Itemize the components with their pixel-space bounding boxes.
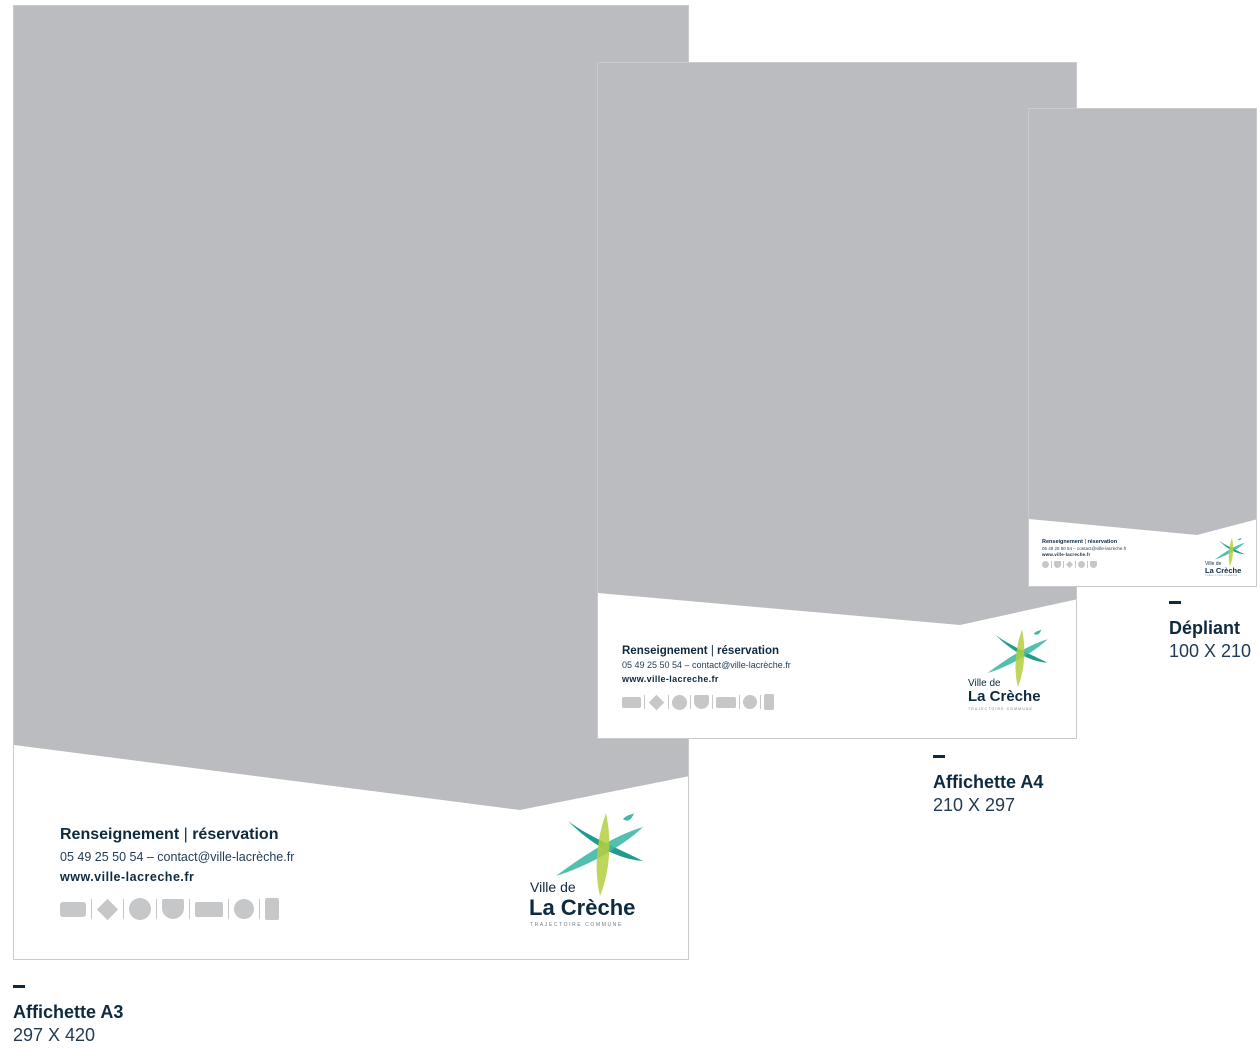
a3-poster-mockup: Renseignement | réservation 05 49 25 50 … xyxy=(13,5,689,960)
partner-icons xyxy=(60,898,294,920)
rectangle-icon xyxy=(60,901,86,917)
la-creche-logo: Ville de La Crèche TRAJECTOIRE COMMUNE xyxy=(968,628,1058,718)
circle-icon xyxy=(1078,561,1085,568)
a4-grey-image-area xyxy=(598,63,1076,625)
footer-contact: 05 49 25 50 54 – contact@ville-lacrèche.… xyxy=(60,850,295,864)
format-dims: 297 X 420 xyxy=(13,1025,96,1045)
a4-footer-info: Renseignement | réservation 05 49 25 50 … xyxy=(622,645,791,710)
footer-contact: 05 49 25 50 54 – contact@ville-lacrèche.… xyxy=(622,660,791,670)
tall-rectangle-icon xyxy=(764,694,774,710)
star-cross-logo-icon xyxy=(556,813,643,896)
circle-icon xyxy=(129,898,151,920)
la-creche-logo: Ville de La Crèche TRAJECTOIRE COMMUNE xyxy=(528,811,658,931)
footer-contact: 05 49 25 50 54 – contact@ville-lacrèche.… xyxy=(1042,546,1127,551)
format-name: Dépliant xyxy=(1169,618,1241,638)
logo-la-creche: La Crèche xyxy=(529,895,636,920)
footer-title: Renseignement | réservation xyxy=(60,826,279,843)
footer-title: Renseignement | réservation xyxy=(1042,539,1118,545)
format-dims: 210 X 297 xyxy=(933,795,1016,815)
a3-caption: Affichette A3 297 X 420 xyxy=(13,985,123,1046)
shield-icon xyxy=(162,899,184,919)
logo-tagline: TRAJECTOIRE COMMUNE xyxy=(968,707,1033,711)
la-creche-logo: Ville de La Crèche TRAJECTOIRE COMMUNE xyxy=(1205,537,1250,582)
partner-icons xyxy=(1042,560,1126,569)
logo-ville-de: Ville de xyxy=(968,678,1001,689)
circle-icon xyxy=(1042,561,1049,568)
depliant-grey-image-area xyxy=(1029,109,1256,535)
a4-caption: Affichette A4 210 X 297 xyxy=(933,755,1043,816)
circle-icon xyxy=(672,694,687,710)
footer-website: www.ville-lacreche.fr xyxy=(1042,552,1091,557)
circle-icon xyxy=(743,695,757,709)
shield-icon xyxy=(1090,561,1097,568)
footer-title: Renseignement | réservation xyxy=(622,645,780,657)
shield-icon xyxy=(1054,561,1061,568)
format-name: Affichette A3 xyxy=(13,1002,124,1022)
a3-footer-info: Renseignement | réservation 05 49 25 50 … xyxy=(60,826,294,920)
logo-la-creche: La Crèche xyxy=(968,688,1041,705)
diamond-icon xyxy=(1065,560,1074,569)
a3-grey-image-area xyxy=(14,6,688,810)
diamond-icon xyxy=(648,694,665,710)
caption-dash xyxy=(1169,601,1181,604)
depliant-caption: Dépliant 100 X 210 xyxy=(1169,601,1251,662)
shield-icon xyxy=(694,695,709,709)
rectangle-icon xyxy=(622,696,641,708)
format-dims: 100 X 210 xyxy=(1169,641,1252,661)
logo-tagline: TRAJECTOIRE COMMUNE xyxy=(1205,575,1238,577)
diamond-icon xyxy=(96,898,119,920)
footer-website: www.ville-lacreche.fr xyxy=(622,674,719,684)
format-name: Affichette A4 xyxy=(933,772,1044,792)
rectangle-icon xyxy=(195,901,223,917)
logo-ville-de: Ville de xyxy=(530,879,576,895)
logo-la-creche: La Crèche xyxy=(1205,566,1242,575)
depliant-mockup: Renseignement | réservation 05 49 25 50 … xyxy=(1028,108,1257,587)
partner-icons xyxy=(622,694,791,710)
logo-ville-de: Ville de xyxy=(1205,561,1222,567)
caption-dash xyxy=(13,985,25,988)
logo-tagline: TRAJECTOIRE COMMUNE xyxy=(530,922,623,928)
star-cross-logo-icon xyxy=(1214,537,1245,567)
footer-website: www.ville-lacreche.fr xyxy=(60,870,195,884)
depliant-footer-info: Renseignement | réservation 05 49 25 50 … xyxy=(1042,539,1127,569)
circle-icon xyxy=(234,899,254,919)
caption-dash xyxy=(933,755,945,758)
star-cross-logo-icon xyxy=(987,629,1048,687)
tall-rectangle-icon xyxy=(265,898,279,920)
rectangle-icon xyxy=(716,696,736,708)
a4-poster-mockup: Renseignement | réservation 05 49 25 50 … xyxy=(597,62,1077,739)
